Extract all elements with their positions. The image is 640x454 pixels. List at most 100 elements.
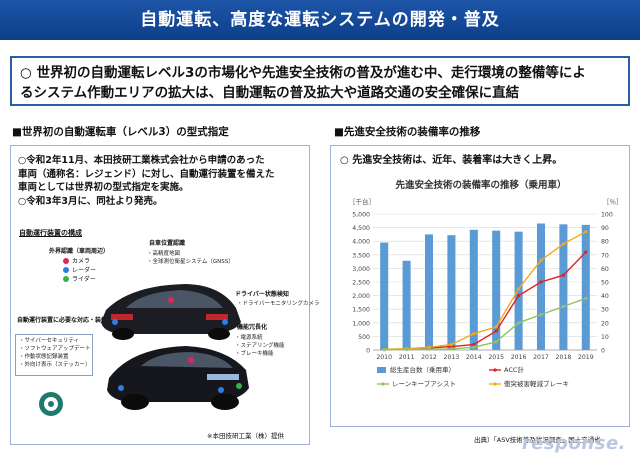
radar-dot-icon [63, 266, 69, 273]
summary-line-2: るシステム作動エリアの拡大は、自動運転の普及拡大や道路交通の安全確保に直結 [20, 85, 520, 101]
right-axis-unit: ［％］ [603, 198, 623, 206]
point-aeb-2018 [561, 242, 565, 246]
bar-2011 [402, 260, 411, 350]
x-tick-label: 2017 [533, 354, 549, 361]
driver-list: ・ドライバーモニタリングカメラ [237, 300, 319, 308]
series-line-lka [384, 297, 587, 351]
legend-camera: カメラ [63, 256, 96, 265]
image-credit: ※本田技研工業（株）提供 [207, 432, 284, 440]
legend-marker-acc [493, 368, 497, 372]
y-tick-label: 1,500 [352, 307, 370, 314]
position-title: 自車位置認識 [149, 240, 186, 247]
external-legend: カメラ レーダー ライダー [63, 256, 96, 283]
legend-bar-swatch [377, 367, 386, 373]
legend-bar-label: 総生産台数（乗用車） [390, 365, 455, 374]
left-description: ○令和2年11月、本田技研工業株式会社から申請のあった 車両（通称名：レジェンド… [18, 154, 310, 208]
left-section-heading: ■世界初の自動運転車（レベル3）の型式指定 [12, 126, 229, 138]
required-title: 自動運行装置に必要な対応・装備 [17, 317, 108, 324]
required-item-4: ・外向け表示（ステッカー） [19, 362, 91, 368]
required-item-3: ・作動状態記録装置 [19, 354, 69, 360]
point-aeb-2017 [539, 258, 543, 262]
required-item-2: ・ソフトウェアアップデート [19, 346, 91, 352]
x-tick-label: 2016 [511, 354, 527, 361]
point-acc-2014 [472, 342, 476, 347]
external-title: 外界認識（車両周辺） [49, 248, 110, 255]
point-lka-2017 [539, 313, 543, 317]
y-tick-label: 500 [358, 334, 370, 341]
point-acc-2015 [494, 329, 498, 333]
y-tick-label: 3,000 [352, 266, 370, 273]
lidar-dot-icon [63, 275, 69, 282]
camera-dot-icon [63, 257, 69, 264]
car-illustration [39, 284, 249, 416]
x-tick-label: 2019 [578, 354, 594, 361]
legend-lidar-label: ライダー [72, 276, 96, 283]
redundancy-list: ・電源系統 ・ステアリング機能 ・ブレーキ機能 [235, 334, 285, 358]
bar-2010 [380, 242, 389, 350]
y2-tick-label: 20 [601, 320, 609, 327]
y-tick-label: 2,500 [352, 280, 370, 287]
watermark-logo: response. [521, 433, 626, 454]
point-lka-2011 [405, 347, 409, 352]
point-lka-2015 [494, 340, 498, 344]
y-tick-label: 3,500 [352, 252, 370, 259]
point-aeb-2014 [472, 332, 476, 336]
point-acc-2017 [539, 280, 543, 284]
bar-2017 [536, 223, 546, 350]
automated-drive-sticker-icon [39, 392, 63, 416]
position-item-2: ・全球測位衛星システム（GNSS） [147, 259, 234, 265]
point-lka-2018 [561, 304, 565, 309]
y2-tick-label: 0 [601, 348, 605, 355]
legend-label-lka: レーンキープアシスト [392, 380, 456, 388]
y2-tick-label: 80 [601, 239, 609, 246]
position-item-1: ・高精度地図 [147, 251, 181, 257]
y2-tick-label: 10 [601, 334, 609, 341]
point-acc-2016 [517, 294, 521, 298]
x-tick-label: 2013 [444, 354, 460, 361]
bar-2019 [581, 224, 590, 350]
car-front-image [107, 346, 249, 410]
point-lka-2019 [584, 296, 588, 300]
y-tick-label: 4,000 [352, 239, 370, 246]
y2-tick-label: 90 [601, 225, 609, 232]
bar-2014 [469, 229, 478, 350]
point-lka-2013 [449, 347, 453, 351]
y2-tick-label: 100 [601, 212, 613, 219]
x-tick-label: 2010 [376, 354, 392, 361]
left-para-line-4: ○令和3年3月に、同社より発売。 [18, 195, 163, 207]
summary-line-1: ○ 世界初の自動運転レベル3の市場化や先進安全技術の普及が進む中、走行環境の整備… [20, 65, 586, 81]
y2-tick-label: 40 [601, 293, 609, 300]
y-tick-label: 5,000 [352, 212, 370, 219]
summary-box: ○ 世界初の自動運転レベル3の市場化や先進安全技術の普及が進む中、走行環境の整備… [10, 56, 630, 106]
point-acc-2019 [584, 250, 588, 254]
driver-title: ドライバー状態検知 [235, 291, 289, 298]
point-aeb-2019 [584, 230, 588, 234]
redundancy-title: 機能冗長化 [237, 324, 268, 331]
point-lka-2014 [472, 345, 476, 349]
bar-2013 [447, 235, 456, 350]
x-tick-label: 2014 [466, 354, 482, 361]
bar-2015 [492, 230, 501, 350]
left-para-line-1: ○令和2年11月、本田技研工業株式会社から申請のあった [18, 155, 265, 166]
point-lka-2012 [427, 347, 431, 351]
legend-marker-lka [381, 382, 385, 386]
point-aeb-2013 [449, 342, 453, 347]
driver-item-1: ・ドライバーモニタリングカメラ [237, 301, 320, 307]
right-description: ○ 先進安全技術は、近年、装着率は大きく上昇。 [340, 155, 563, 166]
required-box: ・サイバーセキュリティ ・ソフトウェアアップデート ・作動状態記録装置 ・外向け… [15, 334, 93, 376]
right-panel: ○ 先進安全技術は、近年、装着率は大きく上昇。 先進安全技術の装備率の推移（乗用… [330, 145, 630, 427]
x-tick-label: 2011 [399, 354, 415, 361]
bar-2012 [424, 234, 434, 350]
redundancy-item-3: ・ブレーキ機能 [235, 351, 274, 357]
x-tick-label: 2018 [556, 354, 572, 361]
y-tick-label: 0 [366, 348, 370, 355]
y-tick-label: 2,000 [352, 293, 370, 300]
legend-radar: レーダー [63, 265, 96, 274]
point-lka-2010 [382, 348, 386, 352]
left-para-line-2: 車両（通称名：レジェンド）に対し、自動運行装置を備えた [18, 168, 275, 180]
y-tick-label: 4,500 [352, 225, 370, 232]
chart-title: 先進安全技術の装備率の推移（乗用車） [395, 179, 566, 191]
left-axis-unit: ［千台］ [349, 197, 375, 206]
legend-marker-aeb [493, 382, 497, 386]
legend-label-aeb: 衝突被害軽減ブレーキ [504, 379, 569, 388]
